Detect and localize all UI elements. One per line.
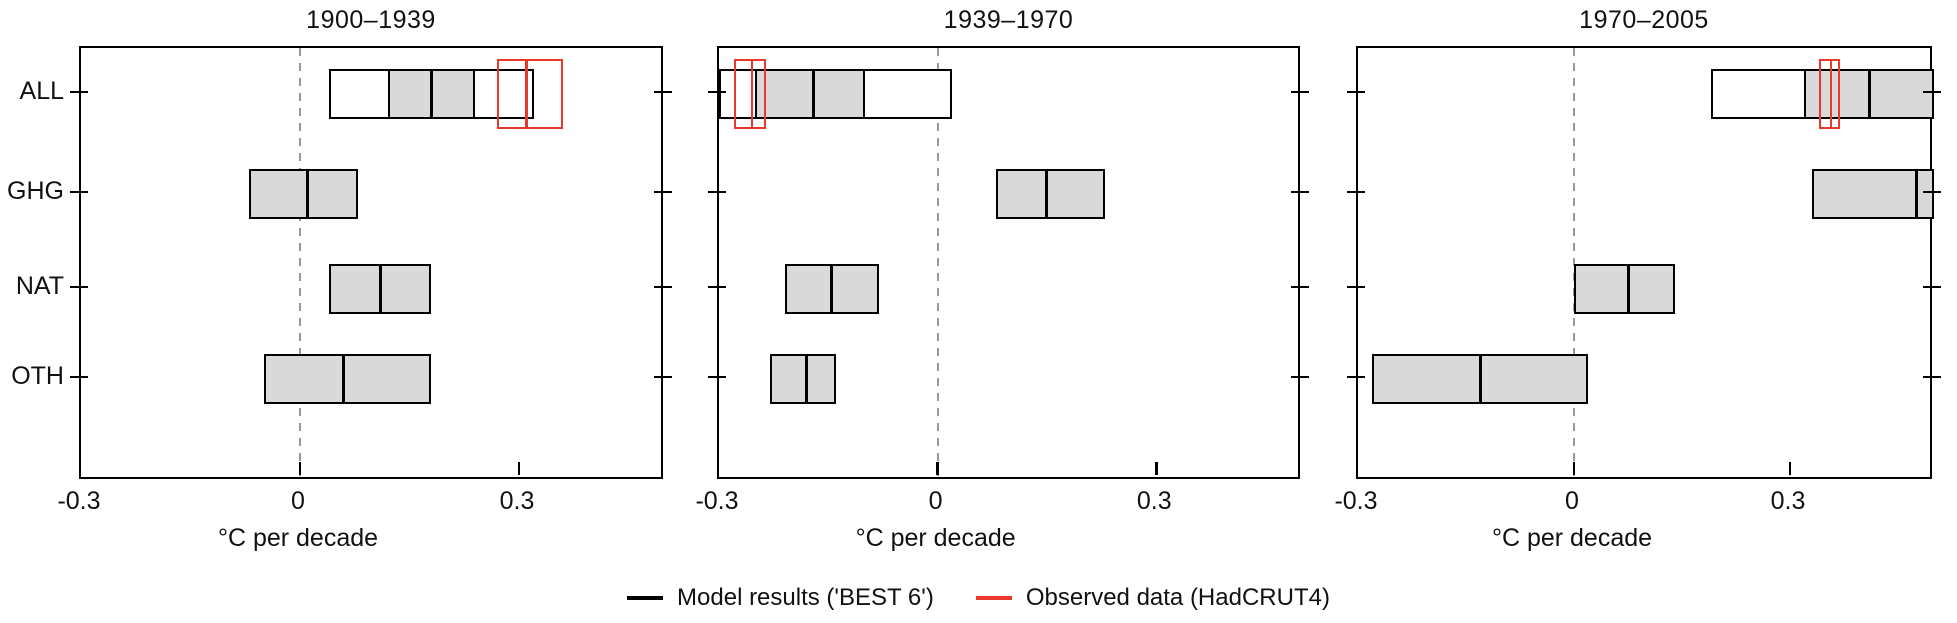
- model-legend-label: Model results ('BEST 6'): [677, 584, 934, 611]
- x-tick-label: 0: [291, 487, 305, 515]
- y-tick-right: [654, 285, 672, 289]
- y-tick-left: [70, 190, 88, 194]
- y-tick-left: [1347, 190, 1365, 194]
- x-tick-label: -0.3: [57, 487, 101, 515]
- model-median-line: [1626, 266, 1630, 312]
- model-central-range-box: [1574, 264, 1675, 314]
- category-label: NAT: [15, 272, 64, 300]
- observed-range-box: [497, 59, 563, 129]
- model-central-range-box: [770, 354, 836, 404]
- panel-2: 1939–1970 -0.3 0 0.3 °C per decade: [695, 6, 1309, 552]
- y-tick-left: [1347, 285, 1365, 289]
- category-label: GHG: [7, 177, 64, 205]
- x-tick-label: 0: [928, 487, 943, 515]
- model-central-range-box: [263, 354, 432, 404]
- model-median-line: [1914, 171, 1918, 217]
- model-central-range-box: [1811, 169, 1934, 219]
- model-legend-line-icon: [627, 596, 664, 600]
- y-tick-right: [654, 375, 672, 379]
- x-tick: [1788, 461, 1792, 475]
- x-tick-label: 0.3: [499, 487, 535, 515]
- model-central-range-box: [755, 69, 865, 119]
- model-median-line: [1478, 356, 1482, 402]
- zero-reference-line: [1573, 48, 1575, 477]
- y-tick-right: [1291, 285, 1309, 289]
- x-tick: [936, 461, 939, 475]
- panel-3: 1970–2005 -0.3 0 0.3 °C per decade: [1334, 6, 1941, 552]
- x-tick: [298, 461, 302, 475]
- model-median-line: [804, 356, 808, 402]
- panel-title: 1970–2005: [1579, 6, 1709, 34]
- x-axis-label: °C per decade: [855, 524, 1016, 552]
- y-tick-right: [1291, 375, 1309, 379]
- observed-center-line: [525, 59, 528, 129]
- y-tick-left: [708, 285, 726, 289]
- model-median-line: [429, 71, 433, 117]
- x-axis-label: °C per decade: [1491, 524, 1653, 552]
- y-tick-right: [1923, 190, 1941, 194]
- observed-legend-label: Observed data (HadCRUT4): [1025, 584, 1330, 611]
- zero-reference-line: [936, 48, 939, 477]
- y-tick-left: [1347, 375, 1365, 379]
- category-label: ALL: [19, 77, 64, 105]
- x-tick-label: -0.3: [1334, 487, 1378, 515]
- zero-reference-line: [299, 48, 301, 477]
- legend: Model results ('BEST 6') Observed data (…: [0, 578, 1957, 618]
- panel-1: 1900–1939 ALL GHG NAT OTH -0.3 0 0.3 °C per deca…: [7, 6, 672, 552]
- observed-center-line: [1829, 59, 1833, 129]
- model-median-line: [378, 266, 382, 312]
- x-tick-label: 0.3: [1136, 487, 1172, 515]
- y-tick-right: [654, 190, 672, 194]
- y-tick-right: [1923, 375, 1941, 379]
- plot-box: [1356, 46, 1934, 479]
- y-tick-left: [70, 285, 88, 289]
- model-median-line: [812, 71, 816, 117]
- x-tick: [1155, 461, 1158, 475]
- y-tick-left: [70, 90, 88, 94]
- model-median-line: [1867, 71, 1871, 117]
- model-central-range-box: [248, 169, 359, 219]
- panel-title: 1939–1970: [943, 6, 1074, 34]
- x-tick-label: -0.3: [695, 487, 739, 515]
- model-range-box: [263, 354, 432, 404]
- observed-range-box: [1818, 59, 1841, 129]
- y-tick-left: [1347, 90, 1365, 94]
- x-tick: [1572, 461, 1576, 475]
- plot-box: [717, 46, 1300, 479]
- model-median-line: [342, 356, 346, 402]
- x-tick: [517, 461, 521, 475]
- x-axis-label: °C per decade: [217, 524, 379, 552]
- y-tick-right: [654, 90, 672, 94]
- plot-box: [79, 46, 663, 479]
- observed-legend-line-icon: [975, 596, 1012, 600]
- y-tick-left: [708, 375, 726, 379]
- category-label: OTH: [11, 362, 64, 390]
- y-tick-right: [1923, 285, 1941, 289]
- y-tick-left: [70, 375, 88, 379]
- model-central-range-box: [995, 169, 1106, 219]
- y-tick-left: [708, 190, 726, 194]
- x-tick-label: 0.3: [1770, 487, 1806, 515]
- observed-range-box: [733, 59, 767, 129]
- y-tick-right: [1291, 190, 1309, 194]
- y-tick-left: [708, 90, 726, 94]
- model-median-line: [830, 266, 834, 312]
- y-tick-right: [1923, 90, 1941, 94]
- x-tick-label: 0: [1565, 487, 1579, 515]
- model-median-line: [305, 171, 309, 217]
- model-median-line: [1045, 171, 1049, 217]
- panel-title: 1900–1939: [306, 6, 436, 34]
- y-tick-right: [1291, 90, 1309, 94]
- observed-center-line: [750, 59, 754, 129]
